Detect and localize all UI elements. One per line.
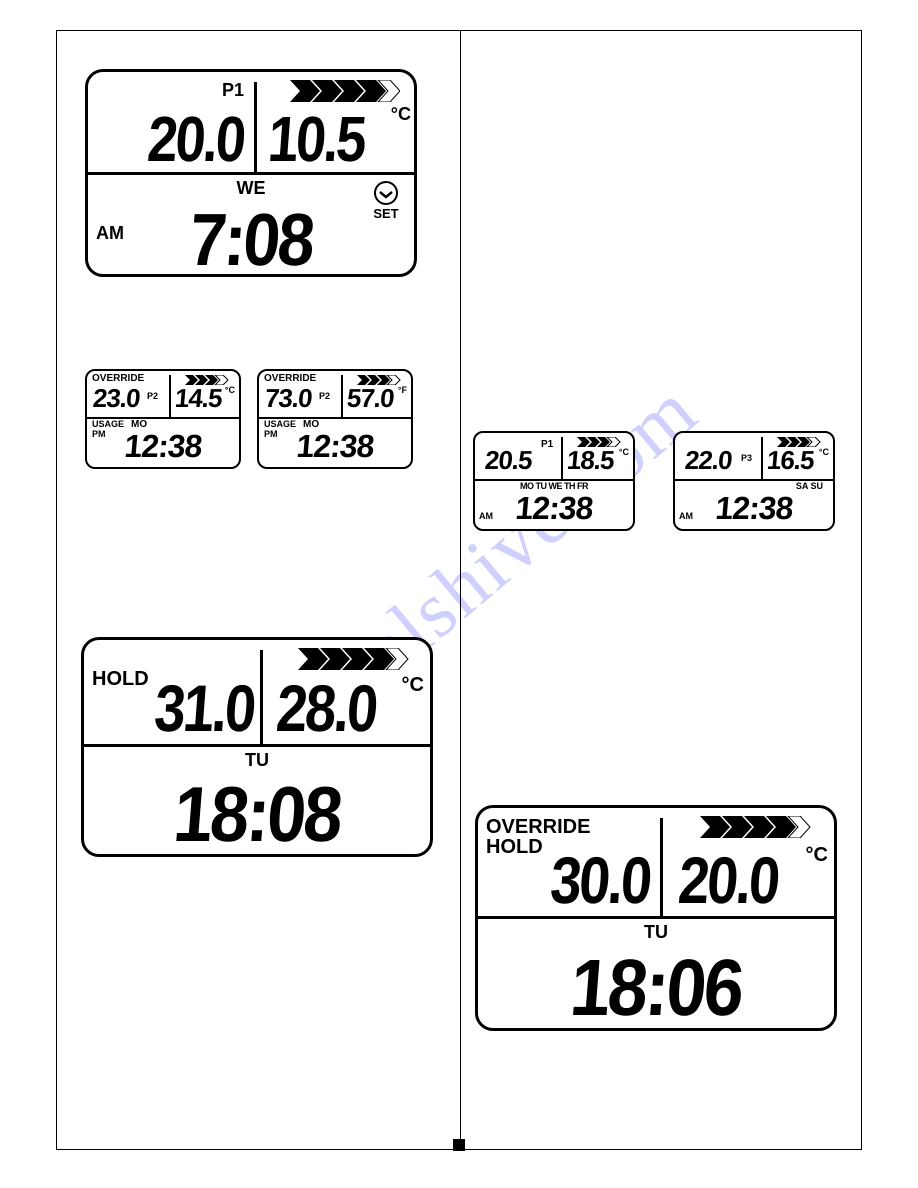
program-label: P1 [541, 439, 553, 450]
temp-left: 23.0 [92, 383, 141, 414]
temp-right: 10.5 [266, 102, 367, 176]
set-label: SET [366, 206, 406, 221]
lcd-display-1: P1 20.0 10.5 °C WE AM 7:08 SET [85, 69, 417, 277]
lcd-display-7: OVERRIDE HOLD 30.0 20.0 °C TU 18:06 [475, 805, 837, 1031]
time-value: 12:38 [714, 490, 794, 527]
ampm-label: AM [96, 223, 124, 244]
temp-right: 14.5 [174, 383, 223, 414]
program-label: P2 [319, 391, 330, 401]
temp-right: 28.0 [274, 670, 379, 746]
day-label: TU [478, 922, 834, 943]
time-value: 12:38 [295, 428, 375, 465]
set-icon: SET [366, 180, 406, 221]
temp-right: 16.5 [766, 445, 815, 476]
ampm-label: PM [92, 429, 106, 439]
temp-unit: °C [806, 844, 828, 867]
temp-left: 20.0 [146, 102, 247, 176]
manual-page: manualshive.com P1 20.0 10.5 °C WE AM 7:… [56, 30, 862, 1150]
time-value: 12:38 [123, 428, 203, 465]
temp-left: 73.0 [264, 383, 313, 414]
usage-label: USAGE [92, 419, 124, 429]
temp-unit: °C [402, 674, 424, 697]
temp-unit: °C [225, 385, 235, 395]
lcd-display-6: 22.0 P3 16.5 °C SA SU AM 12:38 [673, 431, 835, 531]
chevron-icon [290, 80, 400, 102]
days-label: SA SU [796, 481, 823, 491]
program-label: P2 [147, 391, 158, 401]
temp-unit: °F [398, 385, 407, 395]
temp-left: 30.0 [548, 842, 653, 918]
temp-left: 22.0 [684, 445, 733, 476]
chevron-icon [700, 816, 820, 838]
ampm-label: AM [479, 511, 493, 521]
lcd-display-2: OVERRIDE 23.0 P2 14.5 °C USAGE MO PM 12:… [85, 369, 241, 469]
temp-left: 20.5 [484, 445, 533, 476]
column-divider [460, 31, 461, 1149]
temp-right: 20.0 [676, 842, 781, 918]
ampm-label: AM [679, 511, 693, 521]
status-label: HOLD [92, 668, 149, 691]
status-hold: HOLD [486, 836, 543, 859]
page-number-block [453, 1139, 465, 1151]
time-value: 18:08 [170, 769, 343, 860]
usage-label: USAGE [264, 419, 296, 429]
day-label: TU [84, 750, 430, 771]
chevron-icon [298, 648, 418, 670]
temp-right: 18.5 [566, 445, 615, 476]
program-label: P3 [741, 453, 752, 463]
program-label: P1 [222, 80, 244, 101]
lcd-display-3: OVERRIDE 73.0 P2 57.0 °F USAGE MO PM 12:… [257, 369, 413, 469]
time-value: 12:38 [514, 490, 594, 527]
temp-unit: °C [619, 447, 629, 457]
temp-unit: °C [391, 104, 411, 125]
time-value: 18:06 [567, 942, 745, 1034]
temp-right: 57.0 [346, 383, 395, 414]
ampm-label: PM [264, 429, 278, 439]
lcd-display-4: HOLD 31.0 28.0 °C TU 18:08 [81, 637, 433, 857]
temp-left: 31.0 [152, 670, 257, 746]
lcd-display-5: 20.5 P1 18.5 °C MO TU WE TH FR AM 12:38 [473, 431, 635, 531]
time-value: 7:08 [186, 197, 315, 282]
temp-unit: °C [819, 447, 829, 457]
